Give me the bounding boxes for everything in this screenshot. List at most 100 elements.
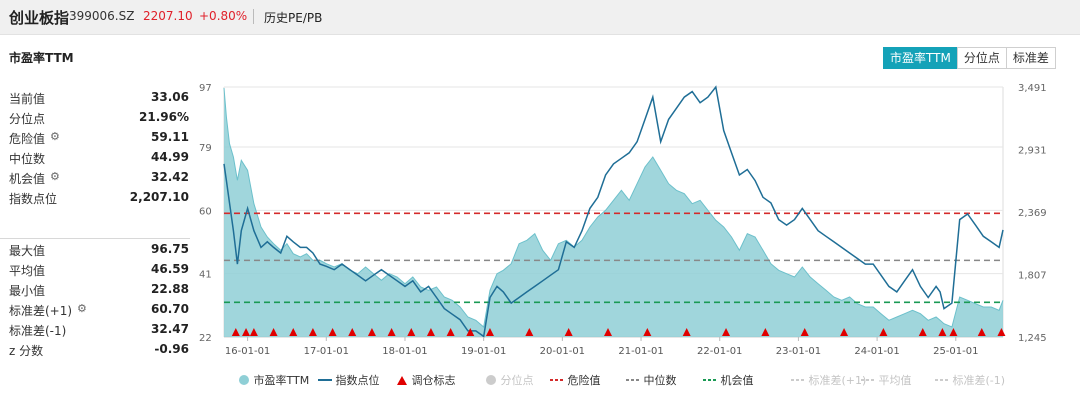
stats-divider — [0, 238, 190, 239]
adjust-marker — [977, 328, 986, 336]
legend-item[interactable]: 指数点位 — [318, 372, 380, 388]
legend-item[interactable]: 中位数 — [626, 372, 677, 388]
index-change: +0.80% — [199, 9, 248, 23]
index-line — [223, 85, 1004, 338]
stat-row: 标准差(-1) 32.47 — [9, 320, 189, 340]
legend-dash-icon — [791, 379, 805, 381]
stat-value: 96.75 — [151, 242, 189, 256]
legend-label: 市盈率TTM — [253, 374, 310, 387]
metric-tabs: 市盈率TTM 分位点 标准差 — [883, 47, 1056, 69]
adjust-marker — [426, 328, 435, 336]
legend-item[interactable]: 分位点 — [485, 372, 534, 388]
stat-label: 标准差(+1) — [9, 304, 73, 318]
history-pe-pb-link[interactable]: 历史PE/PB — [264, 11, 323, 25]
legend-item[interactable]: 平均值 — [861, 372, 912, 388]
y-tick-label-left: 79 — [199, 143, 212, 154]
legend-dash-icon — [550, 379, 564, 381]
adjust-marker — [242, 328, 251, 336]
legend-label: 危险值 — [567, 374, 601, 387]
stat-value: 59.11 — [151, 130, 189, 144]
index-name: 创业板指 — [9, 9, 70, 27]
adjust-marker — [446, 328, 455, 336]
legend-dash-icon — [935, 379, 949, 381]
stat-label: 最大值 — [9, 244, 46, 258]
index-code: 399006.SZ — [69, 9, 135, 23]
x-tick-label: 25-01-01 — [933, 346, 978, 357]
adjust-marker — [997, 328, 1006, 336]
y-tick-label-left: 97 — [199, 83, 212, 94]
legend-dash-icon — [703, 379, 717, 381]
legend-label: 调仓标志 — [411, 374, 456, 387]
tab-pe-ttm[interactable]: 市盈率TTM — [883, 47, 958, 69]
stat-row: 平均值 46.59 — [9, 260, 189, 280]
stat-label: 分位点 — [9, 112, 46, 126]
adjust-marker — [308, 328, 317, 336]
adjust-marker — [525, 328, 534, 336]
adjust-marker — [269, 328, 278, 336]
adjust-marker — [949, 328, 958, 336]
stat-row: 中位数 44.99 — [9, 148, 189, 168]
y-tick-label-left: 22 — [199, 333, 212, 344]
legend-label: 标准差(-1) — [952, 374, 1006, 387]
stat-value: 60.70 — [151, 302, 189, 316]
legend-item[interactable]: 机会值 — [703, 372, 754, 388]
stat-row: 最大值 96.75 — [9, 240, 189, 260]
adjust-marker — [249, 328, 258, 336]
stat-value: 32.42 — [151, 170, 189, 184]
pe-line — [223, 87, 1004, 328]
stat-row: 最小值 22.88 — [9, 280, 189, 300]
stat-label: z 分数 — [9, 344, 44, 358]
legend-label: 分位点 — [500, 374, 534, 387]
adjust-marker — [722, 328, 731, 336]
legend-item[interactable]: 危险值 — [550, 372, 601, 388]
y-tick-label-right: 1,807 — [1018, 270, 1047, 281]
adjust-marker — [466, 328, 475, 336]
legend-label: 指数点位 — [335, 374, 380, 387]
stat-label: 标准差(-1) — [9, 324, 67, 338]
stats-history: 最大值 96.75 平均值 46.59 最小值 22.88 标准差(+1) ⚙ 60.70 标准差… — [9, 240, 189, 360]
adjust-marker — [800, 328, 809, 336]
stat-label: 平均值 — [9, 264, 46, 278]
x-tick-label: 24-01-01 — [854, 346, 899, 357]
settings-icon[interactable]: ⚙ — [50, 170, 60, 183]
y-tick-label-right: 1,245 — [1018, 333, 1047, 344]
y-tick-label-left: 60 — [199, 206, 212, 217]
adjust-marker — [485, 328, 494, 336]
adjust-marker — [840, 328, 849, 336]
adjust-marker — [387, 328, 396, 336]
adjust-marker — [231, 328, 240, 336]
x-tick-label: 16-01-01 — [225, 346, 270, 357]
adjust-marker — [761, 328, 770, 336]
adjust-marker — [938, 328, 947, 336]
stat-row: 当前值 33.06 — [9, 88, 189, 108]
legend-item[interactable]: 标准差(+1) — [791, 372, 866, 388]
header-divider — [253, 9, 254, 24]
tab-percentile[interactable]: 分位点 — [956, 47, 1007, 69]
adjust-marker — [682, 328, 691, 336]
adjust-marker — [918, 328, 927, 336]
adjust-marker — [643, 328, 652, 336]
legend-label: 机会值 — [720, 374, 754, 387]
legend-item[interactable]: 调仓标志 — [396, 372, 456, 388]
y-tick-label-right: 2,931 — [1018, 145, 1047, 156]
stat-row: 指数点位 2,207.10 — [9, 188, 189, 208]
index-price: 2207.10 — [143, 9, 193, 23]
adjust-marker — [407, 328, 416, 336]
legend-label: 中位数 — [643, 374, 677, 387]
adjust-marker — [348, 328, 357, 336]
stats-current: 当前值 33.06 分位点 21.96% 危险值 ⚙ 59.11 中位数 44.99 机会值 ⚙ 32… — [9, 88, 189, 208]
stat-value: 22.88 — [151, 282, 189, 296]
legend-item[interactable]: 市盈率TTM — [238, 372, 309, 388]
legend-item[interactable]: 标准差(-1) — [935, 372, 1005, 388]
stat-row: z 分数 -0.96 — [9, 340, 189, 360]
stat-row: 分位点 21.96% — [9, 108, 189, 128]
x-tick-label: 20-01-01 — [540, 346, 585, 357]
section-title: 市盈率TTM — [9, 51, 74, 65]
settings-icon[interactable]: ⚙ — [77, 302, 87, 315]
stat-value: -0.96 — [154, 342, 189, 356]
tab-std-dev[interactable]: 标准差 — [1005, 47, 1056, 69]
legend-line-icon — [318, 379, 332, 381]
settings-icon[interactable]: ⚙ — [50, 130, 60, 143]
legend-label: 平均值 — [878, 374, 912, 387]
